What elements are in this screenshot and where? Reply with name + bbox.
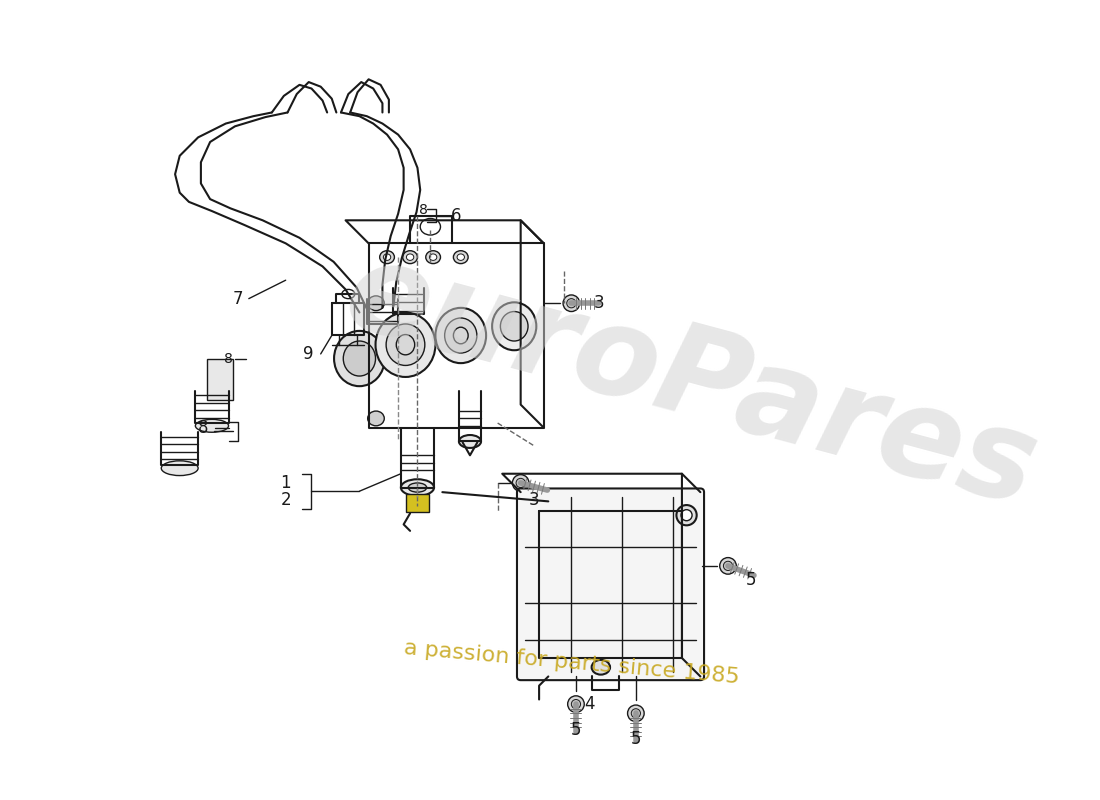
Text: 8: 8 — [418, 203, 428, 217]
Ellipse shape — [334, 331, 385, 386]
Ellipse shape — [563, 295, 580, 311]
Ellipse shape — [500, 311, 528, 341]
Text: 1: 1 — [280, 474, 292, 492]
Ellipse shape — [676, 505, 696, 526]
Text: 6: 6 — [451, 206, 461, 225]
Ellipse shape — [375, 313, 436, 377]
Ellipse shape — [516, 478, 526, 487]
Ellipse shape — [719, 558, 736, 574]
Ellipse shape — [403, 250, 418, 264]
Ellipse shape — [379, 250, 395, 264]
Ellipse shape — [162, 461, 198, 475]
Ellipse shape — [436, 308, 486, 363]
Text: euroPares: euroPares — [332, 231, 1049, 532]
Ellipse shape — [724, 562, 733, 570]
Ellipse shape — [568, 696, 584, 713]
Ellipse shape — [592, 660, 611, 674]
Ellipse shape — [681, 510, 692, 521]
Ellipse shape — [408, 483, 427, 492]
Text: 3: 3 — [529, 490, 540, 509]
Text: 5: 5 — [630, 730, 641, 748]
Text: 4: 4 — [584, 695, 595, 713]
Ellipse shape — [429, 254, 437, 260]
FancyBboxPatch shape — [517, 489, 704, 680]
Text: 9: 9 — [304, 345, 313, 363]
Text: 8: 8 — [198, 418, 208, 437]
Ellipse shape — [492, 302, 537, 350]
Ellipse shape — [386, 324, 425, 366]
Text: 2: 2 — [280, 490, 292, 509]
Ellipse shape — [566, 298, 576, 308]
Ellipse shape — [406, 254, 414, 260]
Ellipse shape — [444, 318, 477, 353]
Ellipse shape — [453, 250, 469, 264]
Ellipse shape — [513, 474, 529, 491]
Ellipse shape — [458, 254, 464, 260]
Text: 5: 5 — [571, 721, 581, 739]
Bar — [207, 358, 233, 400]
Ellipse shape — [426, 250, 440, 264]
Text: a passion for parts since 1985: a passion for parts since 1985 — [403, 638, 740, 687]
Ellipse shape — [196, 419, 229, 432]
Ellipse shape — [400, 479, 434, 496]
Ellipse shape — [367, 296, 384, 310]
Text: 7: 7 — [232, 290, 243, 308]
Ellipse shape — [343, 341, 375, 376]
Text: 3: 3 — [594, 294, 604, 312]
Bar — [406, 494, 429, 513]
Ellipse shape — [628, 705, 645, 722]
Ellipse shape — [571, 699, 581, 709]
Text: 5: 5 — [746, 570, 757, 589]
Text: 8: 8 — [224, 351, 233, 366]
Ellipse shape — [459, 435, 481, 448]
Ellipse shape — [631, 709, 640, 718]
Ellipse shape — [384, 254, 390, 260]
Ellipse shape — [367, 411, 384, 426]
